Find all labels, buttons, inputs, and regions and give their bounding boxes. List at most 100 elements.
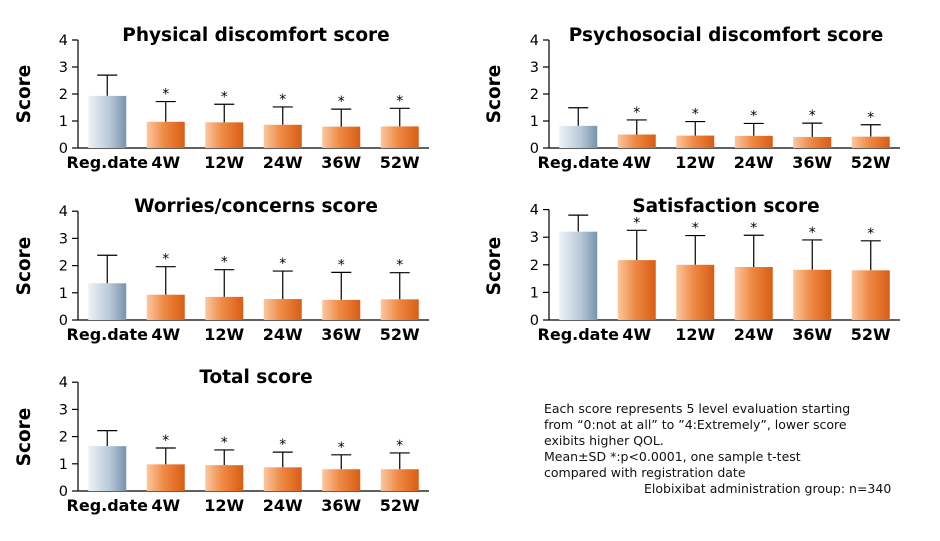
significance-mark: * [162,87,169,103]
footnote-line-2: from “0:not at all” to ”4:Extremely”, lo… [544,417,847,432]
x-tick-label: 36W [321,325,361,344]
significance-mark: * [279,256,286,272]
significance-mark: * [221,255,228,271]
significance-mark: * [162,433,169,449]
x-tick-label: 4W [622,325,651,344]
bar-24w [263,124,302,148]
footnote-line-1: Each score represents 5 level evaluation… [544,401,851,416]
bar-36w [322,469,361,491]
y-tick-label: 0 [530,313,539,329]
significance-mark: * [396,438,403,454]
bar-reg-date [559,125,598,148]
significance-mark: * [396,258,403,274]
bar-12w [676,135,715,148]
chart-panel-4: Satisfaction score Score 0 1 2 3 4 Reg.date * 4W *… [484,196,900,344]
chart-panel-5: Total score Score 0 1 2 3 4 Reg.date * 4W * 12W * 24W… [14,367,429,515]
y-tick-label: 2 [59,87,68,103]
significance-mark: * [867,110,874,126]
bar-24w [734,267,773,320]
bar-reg-date [559,231,598,320]
significance-mark: * [867,226,874,242]
x-tick-label: 24W [734,325,774,344]
chart-title: Total score [199,367,312,388]
x-tick-label: Reg.date [67,496,149,515]
footnote-line-5: compared with registration date [544,465,746,480]
y-tick-label: 2 [530,258,539,274]
y-tick-label: 1 [59,457,68,473]
y-tick-label: 2 [530,87,539,103]
x-tick-label: Reg.date [538,153,620,172]
y-tick-label: 0 [59,484,68,500]
bar-12w [205,296,244,320]
x-tick-label: 36W [792,325,832,344]
y-tick-label: 4 [530,33,539,49]
chart-title: Psychosocial discomfort score [569,25,884,46]
y-axis-label: Score [14,408,35,467]
x-tick-label: Reg.date [67,325,149,344]
significance-mark: * [692,107,699,123]
y-tick-label: 4 [530,203,539,219]
significance-mark: * [162,252,169,268]
significance-mark: * [338,94,345,110]
y-tick-label: 3 [59,231,68,247]
bar-24w [263,299,302,320]
significance-mark: * [692,221,699,237]
chart-title: Satisfaction score [632,196,819,217]
x-tick-label: 12W [204,496,244,515]
bar-4w [617,260,656,320]
y-tick-label: 0 [59,141,68,157]
y-tick-label: 3 [59,60,68,76]
bar-4w [617,134,656,148]
x-tick-label: 24W [263,325,303,344]
x-tick-label: 36W [321,496,361,515]
bar-12w [205,465,244,491]
chart-panel-3: Worries/concerns score Score 0 1 2 3 4 Reg.date… [14,196,429,344]
x-tick-label: 4W [151,325,180,344]
y-tick-label: 3 [59,402,68,418]
bar-4w [146,121,185,148]
x-tick-label: 24W [263,153,303,172]
x-tick-label: 12W [204,325,244,344]
footnote-line-6: Elobixibat administration group: n=340 [644,481,892,496]
x-tick-label: 36W [792,153,832,172]
bar-24w [734,135,773,148]
y-tick-label: 2 [59,430,68,446]
bar-36w [793,269,832,320]
bar-24w [263,467,302,491]
significance-mark: * [396,93,403,109]
footnote-line-4: Mean±SD *:p<0.0001, one sample t-test [544,449,801,464]
x-tick-label: 24W [263,496,303,515]
chart-title: Worries/concerns score [134,196,378,217]
significance-mark: * [279,92,286,108]
y-tick-label: 3 [530,60,539,76]
bar-52w [380,126,419,148]
bar-reg-date [88,283,127,320]
x-tick-label: 52W [851,153,891,172]
footnote: Each score represents 5 level evaluation… [544,401,934,497]
bar-reg-date [88,95,127,148]
significance-mark: * [279,437,286,453]
bar-52w [851,136,890,148]
y-axis-label: Score [484,65,505,124]
bar-36w [322,299,361,320]
significance-mark: * [221,435,228,451]
y-tick-label: 1 [530,114,539,130]
significance-mark: * [338,440,345,456]
significance-mark: * [633,105,640,121]
y-tick-label: 4 [59,204,68,220]
y-tick-label: 0 [530,141,539,157]
bar-36w [793,136,832,148]
bar-52w [380,299,419,320]
significance-mark: * [338,257,345,273]
x-tick-label: 12W [675,325,715,344]
significance-mark: * [221,89,228,105]
x-tick-label: 12W [675,153,715,172]
x-tick-label: 24W [734,153,774,172]
significance-mark: * [633,215,640,231]
bar-4w [146,294,185,320]
x-tick-label: 52W [851,325,891,344]
chart-panel-2: Psychosocial discomfort score Score 0 1 2 3 4 R… [484,25,900,172]
y-tick-label: 3 [530,230,539,246]
bar-12w [205,122,244,148]
